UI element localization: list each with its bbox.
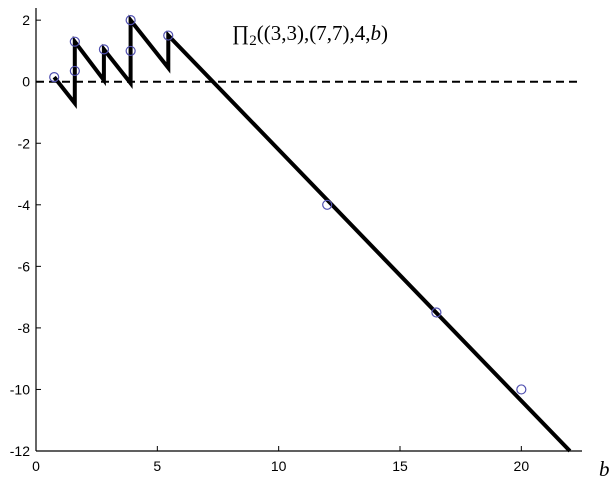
title-close: ) <box>381 21 388 45</box>
data-point-marker-4 <box>125 45 136 57</box>
y-tick-label: -2 <box>18 135 31 151</box>
title-subscript: 2 <box>249 33 257 49</box>
data-point-marker-8 <box>431 307 442 318</box>
y-tick-label: 0 <box>22 74 30 90</box>
y-tick-label: -12 <box>10 443 30 459</box>
x-tick-label: 15 <box>392 458 408 474</box>
y-tick-label: 2 <box>22 12 30 28</box>
data-point-marker-6 <box>163 30 174 41</box>
data-point-marker-1 <box>69 65 80 77</box>
x-tick-label: 10 <box>271 458 287 474</box>
chart-title: ∏2((3,3),(7,7),4,b) <box>232 21 388 49</box>
data-point-marker-5 <box>125 15 136 26</box>
y-tick-label: -6 <box>18 258 31 274</box>
x-axis-label: b <box>599 457 610 481</box>
series-line-0 <box>52 14 572 453</box>
y-tick-label: -4 <box>18 197 31 213</box>
series-layer <box>52 14 572 453</box>
data-point-marker-0 <box>49 71 60 83</box>
data-point-marker-3 <box>98 44 110 55</box>
data-point-marker-2 <box>69 36 80 47</box>
x-tick-label: 0 <box>32 458 40 474</box>
x-tick-label: 5 <box>153 458 161 474</box>
data-point-marker-7 <box>322 199 333 210</box>
data-point-marker-9 <box>516 384 527 395</box>
y-tick-label: -8 <box>18 320 31 336</box>
title-prefix: ∏ <box>232 21 249 45</box>
y-tick-label: -10 <box>10 381 30 397</box>
title-args: ((3,3),(7,7),4, <box>257 21 371 45</box>
x-tick-label: 20 <box>514 458 530 474</box>
marker-layer <box>49 15 527 395</box>
title-variable: b <box>371 21 382 45</box>
